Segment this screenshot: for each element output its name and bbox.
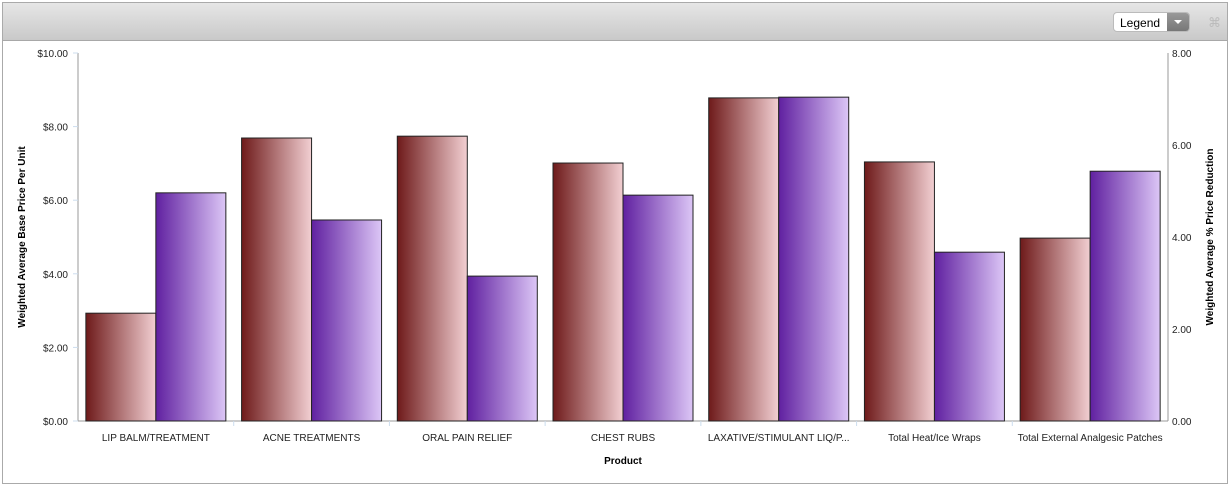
x-tick-label: ORAL PAIN RELIEF [422, 433, 512, 444]
bar [933, 251, 1005, 422]
x-tick-label: LAXATIVE/STIMULANT LIQ/P... [708, 433, 850, 444]
bar [466, 275, 538, 422]
collapse-arrows-icon[interactable]: ⌘ [1208, 15, 1221, 30]
bar [552, 162, 624, 422]
bar [85, 312, 157, 422]
y-tick-label: $10.00 [37, 49, 68, 60]
y2-tick-label: 6.00 [1172, 141, 1192, 152]
bar [241, 137, 313, 422]
toolbar: Legend ⌘ [3, 3, 1227, 41]
bar [155, 192, 227, 422]
bar [396, 135, 468, 422]
legend-dropdown[interactable]: Legend [1113, 12, 1190, 32]
y2-tick-label: 0.00 [1172, 417, 1192, 428]
y-tick-label: $0.00 [43, 417, 68, 428]
y-tick-label: $2.00 [43, 343, 68, 354]
y2-tick-label: 2.00 [1172, 325, 1192, 336]
bar [863, 161, 935, 422]
x-tick-label: Total Heat/Ice Wraps [888, 433, 981, 444]
x-tick-label: ACNE TREATMENTS [263, 433, 361, 444]
x-tick-label: CHEST RUBS [591, 433, 656, 444]
y-axis-title: Weighted Average Base Price Per Unit [17, 146, 28, 328]
y2-axis-title: Weighted Average % Price Reduction [1205, 149, 1216, 326]
chevron-down-icon [1167, 13, 1189, 31]
y-tick-label: $8.00 [43, 123, 68, 134]
bar [622, 194, 694, 422]
x-tick-label: Total External Analgesic Patches [1018, 433, 1163, 444]
x-tick-label: LIP BALM/TREATMENT [102, 433, 210, 444]
y-tick-label: $6.00 [43, 196, 68, 207]
x-axis-title: Product [604, 456, 642, 467]
y-tick-label: $4.00 [43, 270, 68, 281]
y2-tick-label: 4.00 [1172, 233, 1192, 244]
bar [311, 219, 383, 422]
bar [708, 97, 780, 422]
bar [1019, 237, 1091, 422]
y2-tick-label: 8.00 [1172, 49, 1192, 60]
bar [778, 96, 850, 422]
bar [1089, 170, 1161, 422]
